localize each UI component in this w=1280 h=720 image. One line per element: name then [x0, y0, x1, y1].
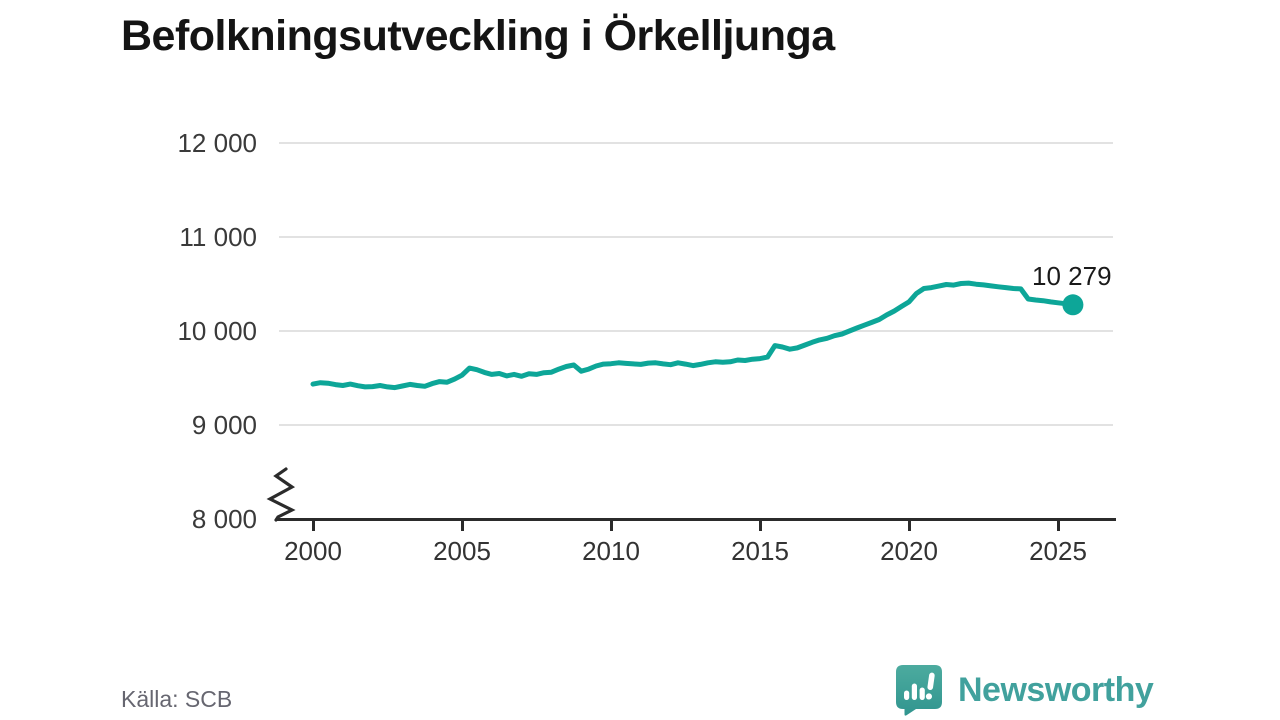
x-axis-line	[276, 518, 1116, 521]
y-tick-label: 11 000	[179, 222, 257, 252]
gridline-10000	[279, 330, 1113, 332]
last-value-label: 10 279	[1032, 261, 1112, 291]
population-line	[310, 280, 1076, 391]
y-tick-label: 9 000	[191, 410, 257, 440]
y-tick-label: 8 000	[191, 504, 257, 534]
source-label: Källa: SCB	[121, 686, 233, 712]
x-tick-label: 2010	[582, 536, 640, 566]
brand-name: Newsworthy	[958, 671, 1154, 709]
x-tickmark-2000	[312, 521, 315, 531]
x-tick-label: 2025	[1029, 536, 1087, 566]
last-point-marker	[1062, 294, 1084, 316]
gridline-9000	[279, 424, 1113, 426]
x-tick-label: 2005	[433, 536, 491, 566]
x-tickmark-2020	[908, 521, 911, 531]
newsworthy-logo-icon	[896, 665, 942, 716]
x-tick-label: 2020	[880, 536, 938, 566]
x-tickmark-2010	[610, 521, 613, 531]
gridline-11000	[279, 236, 1113, 238]
x-tick-label: 2000	[284, 536, 342, 566]
x-tickmark-2005	[461, 521, 464, 531]
brand-logo: Newsworthy	[895, 664, 1154, 716]
x-tick-label: 2015	[731, 536, 789, 566]
gridline-12000	[279, 142, 1113, 144]
y-axis-break-icon	[266, 467, 296, 522]
x-tickmark-2015	[759, 521, 762, 531]
chart-title: Befolkningsutveckling i Örkelljunga	[121, 12, 835, 60]
x-tickmark-2025	[1057, 521, 1060, 531]
y-tick-label: 10 000	[177, 316, 257, 346]
y-tick-label: 12 000	[177, 128, 257, 158]
